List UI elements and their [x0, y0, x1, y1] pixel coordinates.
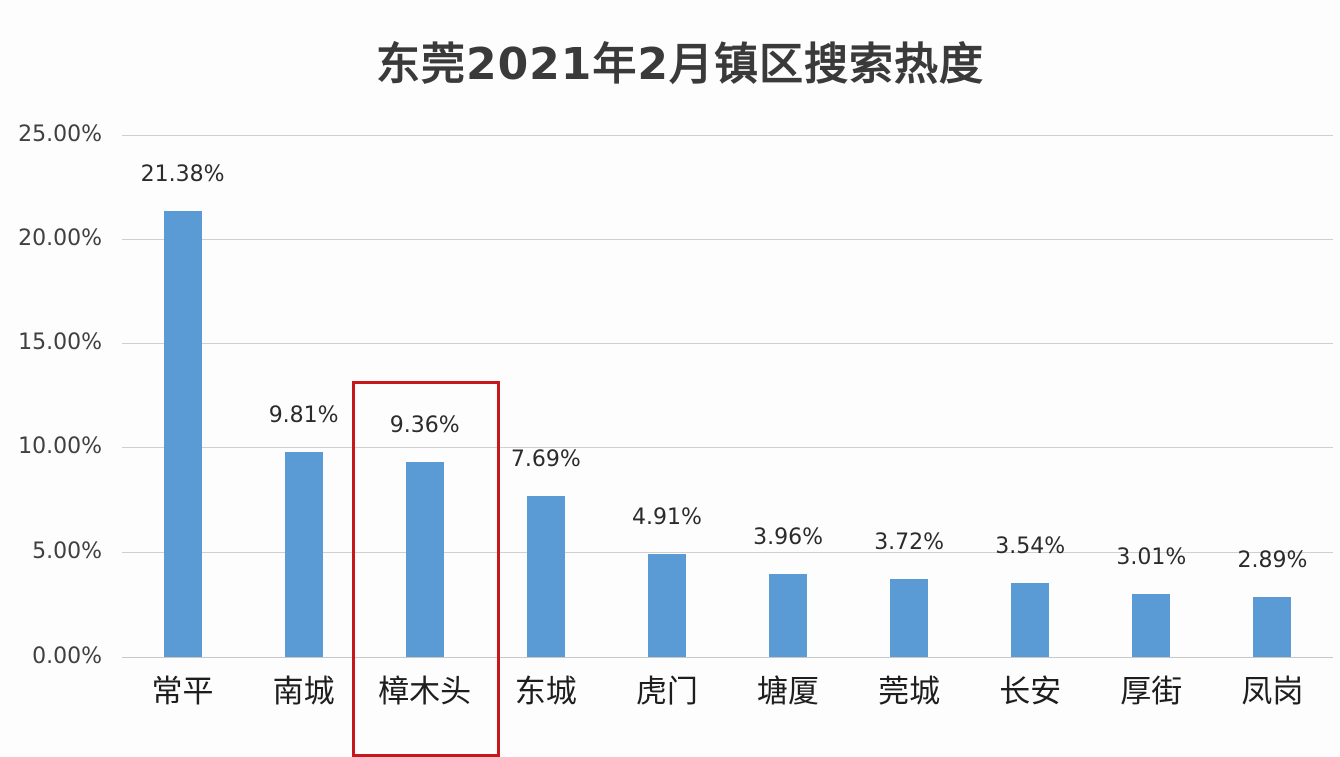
- bar-value-label: 3.54%: [995, 534, 1066, 560]
- bar: [284, 452, 323, 657]
- bar: [1011, 583, 1050, 657]
- bar: [1253, 596, 1292, 657]
- gridline-25: [122, 135, 1333, 136]
- bar-value-label: 3.96%: [753, 525, 823, 551]
- bar: [647, 554, 686, 657]
- x-axis-line: [122, 657, 1333, 658]
- bar: [163, 210, 202, 657]
- x-tick-label: 莞城: [878, 674, 941, 710]
- bar-value-label: 3.72%: [874, 530, 945, 556]
- gridline-10: [122, 447, 1333, 448]
- y-tick-label: 10.00%: [18, 434, 102, 459]
- x-tick-label: 厚街: [1120, 674, 1183, 710]
- bar-value-label: 4.91%: [631, 505, 702, 531]
- y-tick-label: 25.00%: [18, 122, 102, 147]
- bar-value-label: 3.01%: [1116, 545, 1187, 571]
- gridline-15: [122, 343, 1333, 344]
- y-tick-label: 5.00%: [32, 539, 102, 564]
- bar-value-label: 9.81%: [268, 403, 339, 429]
- y-tick-label: 20.00%: [18, 226, 102, 251]
- bar: [526, 496, 565, 657]
- bar: [890, 579, 929, 657]
- bar-value-label: 21.38%: [140, 161, 225, 187]
- x-tick-label: 南城: [272, 674, 335, 710]
- x-tick-label: 凤岗: [1241, 674, 1304, 710]
- bar-value-label: 9.36%: [389, 412, 460, 438]
- bar: [1132, 594, 1171, 657]
- x-tick-label: 塘厦: [757, 674, 819, 710]
- bar-value-label: 7.69%: [510, 447, 581, 473]
- x-tick-label: 常平: [151, 674, 214, 710]
- bar: [769, 574, 808, 657]
- x-tick-label: 虎门: [635, 674, 698, 710]
- x-tick-label: 樟木头: [378, 674, 472, 710]
- bar: [405, 461, 444, 657]
- x-tick-label: 东城: [514, 674, 577, 710]
- highlight-box-annotation: [352, 381, 500, 757]
- bar-value-label: 2.89%: [1237, 547, 1308, 573]
- gridline-20: [122, 239, 1333, 240]
- y-tick-label: 0.00%: [32, 644, 102, 669]
- y-tick-label: 15.00%: [18, 330, 102, 355]
- x-tick-label: 长安: [999, 674, 1062, 710]
- gridline-5: [122, 552, 1333, 553]
- chart-title: 东莞2021年2月镇区搜索热度: [375, 39, 985, 90]
- plot-area: 25.00% 20.00% 15.00% 10.00% 5.00% 0.00% …: [18, 122, 1333, 757]
